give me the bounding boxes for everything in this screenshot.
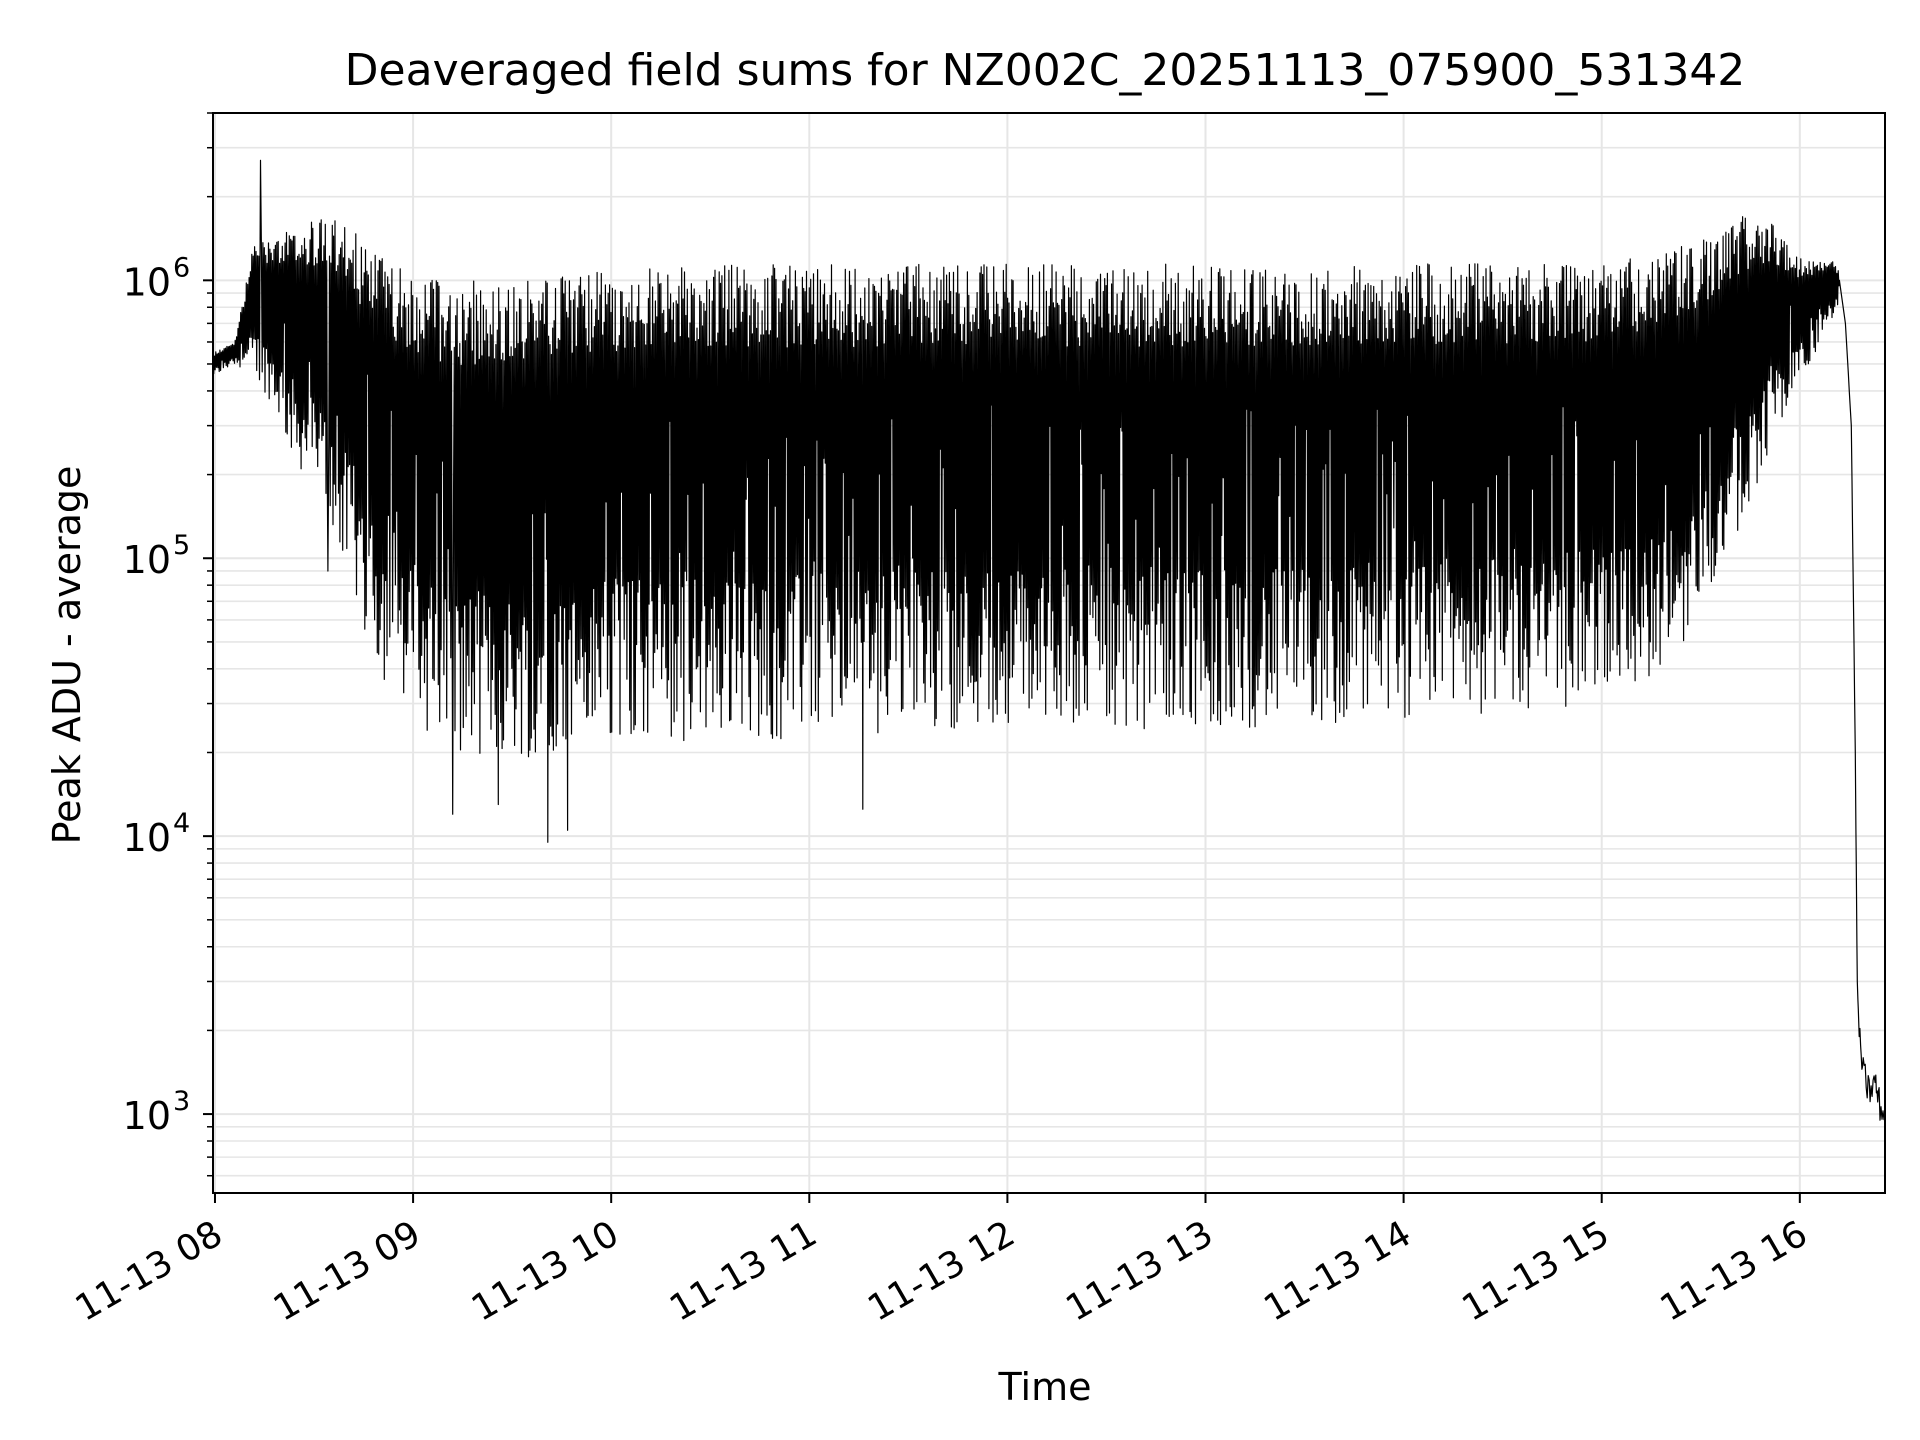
plot-frame xyxy=(212,112,1886,1194)
y-tick-label: 10 3 xyxy=(123,1086,191,1138)
y-tick-label: 10 6 xyxy=(123,252,191,304)
y-tick-label-base: 10 xyxy=(123,538,171,582)
y-tick-label-base: 10 xyxy=(123,816,171,860)
y-tick-label-base: 10 xyxy=(123,1094,171,1138)
y-tick-label-exponent: 3 xyxy=(173,1086,190,1117)
y-axis-label: Peak ADU - average xyxy=(45,466,89,845)
y-tick-label-base: 10 xyxy=(123,260,171,304)
y-tick-label-exponent: 6 xyxy=(173,252,190,283)
y-tick-label: 10 5 xyxy=(123,530,191,582)
y-tick-label-exponent: 4 xyxy=(173,808,190,839)
chart-title: Deaveraged field sums for NZ002C_2025111… xyxy=(345,45,1746,96)
x-axis-label: Time xyxy=(998,1365,1092,1409)
series-group xyxy=(212,159,1886,1121)
series-line xyxy=(212,159,1886,1121)
y-tick-label-exponent: 5 xyxy=(173,530,190,561)
y-tick-label: 10 4 xyxy=(123,808,191,860)
